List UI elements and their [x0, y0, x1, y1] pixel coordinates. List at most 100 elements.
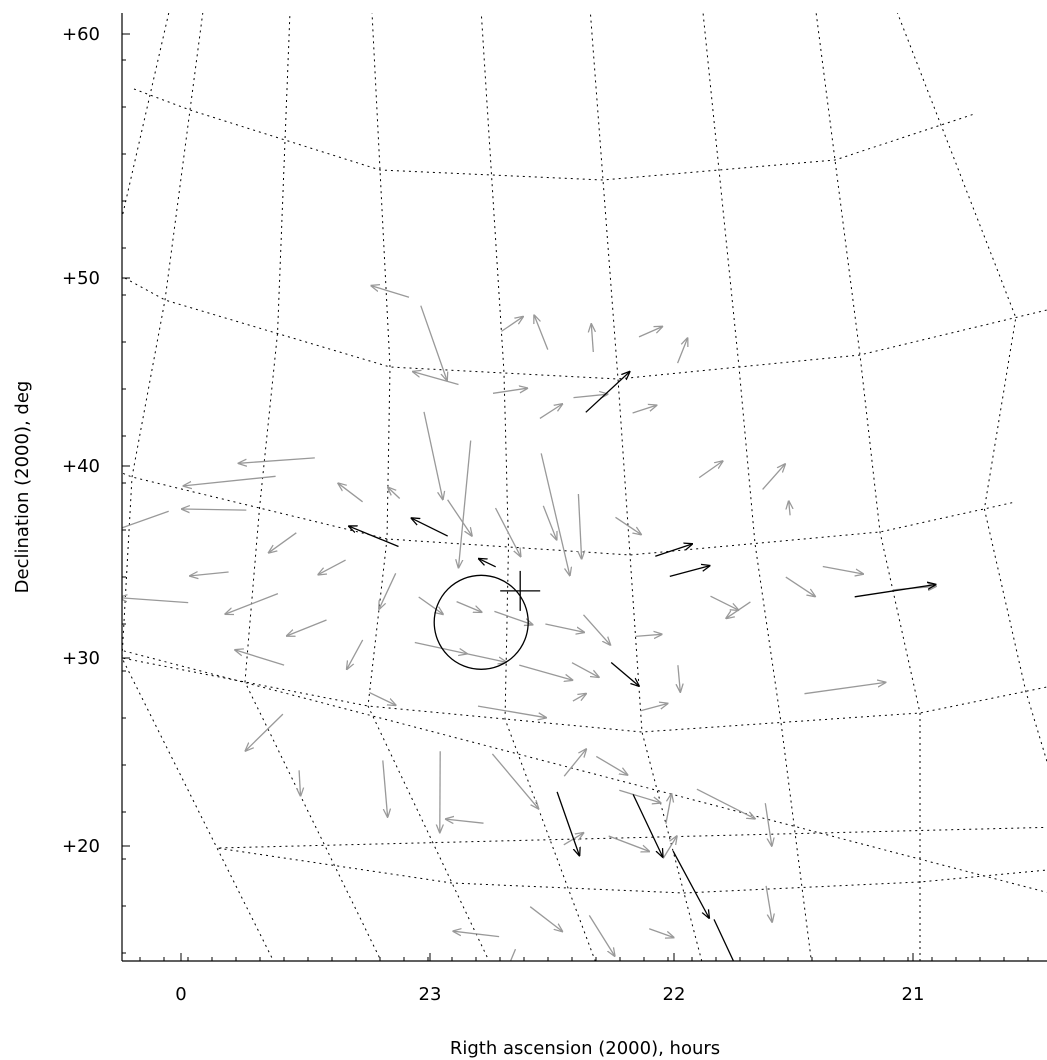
ra-gridline — [702, 13, 812, 961]
ra-gridline — [589, 13, 703, 961]
gray-vector-arrow — [563, 749, 586, 777]
gray-vector-arrow — [122, 598, 189, 604]
gray-vector-arrow — [492, 388, 527, 394]
gray-vector-arrow — [447, 499, 472, 536]
gray-vector-arrow — [578, 493, 581, 559]
gray-vector-arrow — [225, 592, 279, 615]
gray-vector-arrow — [676, 338, 688, 364]
x-axis-title: Rigth ascension (2000), hours — [450, 1038, 720, 1059]
plot-frame — [121, 13, 1047, 962]
gray-vector-arrow — [388, 487, 401, 499]
dec-gridline — [122, 657, 1047, 733]
black-vectors — [349, 372, 936, 961]
gray-vector-arrow — [534, 315, 549, 350]
gray-vector-arrow — [501, 317, 523, 332]
gray-vector-arrow — [239, 457, 315, 463]
gray-vector-arrow — [573, 394, 608, 397]
black-vector-arrow — [632, 794, 663, 857]
gray-vector-arrow — [542, 505, 556, 540]
gray-vector-arrow — [619, 789, 660, 803]
gray-vector-arrow — [762, 464, 786, 490]
gray-vector-arrow — [246, 713, 284, 751]
ra-gridline — [480, 13, 596, 961]
y-tick-labels: +60 +50 +40 +30 +20 — [62, 24, 100, 857]
dec-gridline — [216, 826, 1047, 894]
gray-vector-arrow — [764, 803, 772, 846]
x-tick-label: 22 — [663, 984, 686, 1005]
black-vector-arrow — [412, 518, 448, 537]
axis-ticks — [122, 33, 1029, 961]
gray-vector-arrow — [540, 453, 570, 575]
black-vector-arrow — [713, 919, 735, 961]
gray-vector-arrow — [519, 664, 572, 680]
gray-vector-arrow — [529, 906, 562, 932]
gray-vectors — [122, 286, 936, 961]
gray-vector-arrow — [122, 510, 169, 529]
gray-vector-arrow — [477, 705, 546, 718]
gray-vector-arrow — [595, 755, 627, 775]
gray-vector-arrow — [420, 305, 447, 381]
gray-vector-arrow — [182, 509, 247, 510]
gray-vector-arrow — [665, 794, 672, 824]
gray-vector-arrow — [591, 324, 593, 353]
gray-vector-arrow — [678, 665, 680, 692]
gray-vector-arrow — [545, 623, 584, 632]
gray-vector-arrow — [635, 634, 662, 636]
markers — [433, 570, 541, 670]
gray-vector-arrow — [588, 915, 614, 956]
gray-vector-arrow — [338, 483, 363, 503]
y-tick-label: +60 — [62, 24, 100, 45]
region-circle — [433, 574, 529, 670]
ra-gridline — [367, 13, 490, 961]
gray-vector-arrow — [696, 788, 755, 819]
gray-vector-arrow — [269, 532, 297, 553]
x-tick-label: 21 — [902, 984, 925, 1005]
gray-vector-arrow — [446, 819, 484, 823]
gray-vector-arrow — [509, 948, 517, 961]
y-axis-title: Declination (2000), deg — [12, 381, 33, 594]
black-vector-arrow — [669, 566, 710, 578]
gray-vector-arrow — [638, 327, 662, 338]
x-tick-labels: 0 23 22 21 — [175, 984, 924, 1005]
y-tick-label: +20 — [62, 836, 100, 857]
gray-vector-arrow — [318, 559, 346, 575]
gray-vector-arrow — [299, 770, 300, 796]
gray-vector-arrow — [453, 931, 500, 938]
gray-vector-arrow — [235, 650, 285, 666]
gray-vector-arrow — [379, 573, 397, 609]
gray-vector-arrow — [494, 610, 532, 624]
gray-vector-arrow — [822, 565, 863, 575]
black-vector-arrow — [610, 662, 639, 687]
gray-vector-arrow — [423, 411, 443, 500]
gray-vector-arrow — [418, 596, 443, 614]
gray-vector-arrow — [583, 614, 611, 645]
gray-vector-arrow — [571, 662, 599, 678]
gray-vector-arrow — [698, 461, 723, 479]
black-vector-arrow — [349, 526, 399, 548]
gray-vector-arrow — [382, 760, 388, 817]
gray-vector-arrow — [369, 692, 396, 706]
gray-vector-arrow — [726, 601, 751, 618]
dec-gridline — [133, 88, 973, 181]
gray-vector-arrow — [494, 507, 521, 556]
y-tick-label: +30 — [62, 648, 100, 669]
coordinate-grid — [122, 13, 1047, 961]
gray-vector-arrow — [466, 653, 506, 663]
gray-vector-arrow — [287, 619, 327, 636]
ra-gridline — [122, 13, 1047, 893]
dec-gridline — [122, 472, 1016, 556]
black-vector-arrow — [655, 544, 692, 557]
gray-vector-arrow — [615, 516, 642, 534]
gray-vector-arrow — [347, 639, 364, 669]
gray-vector-arrow — [765, 885, 772, 922]
gray-vector-arrow — [648, 928, 674, 938]
gray-vector-arrow — [184, 475, 276, 486]
gray-vector-arrow — [572, 694, 586, 702]
gray-vector-arrow — [459, 440, 472, 568]
y-tick-label: +40 — [62, 456, 100, 477]
ra-gridline — [815, 13, 921, 961]
ra-gridline — [896, 13, 1047, 764]
gray-vector-arrow — [491, 753, 538, 809]
x-tick-label: 23 — [419, 984, 442, 1005]
